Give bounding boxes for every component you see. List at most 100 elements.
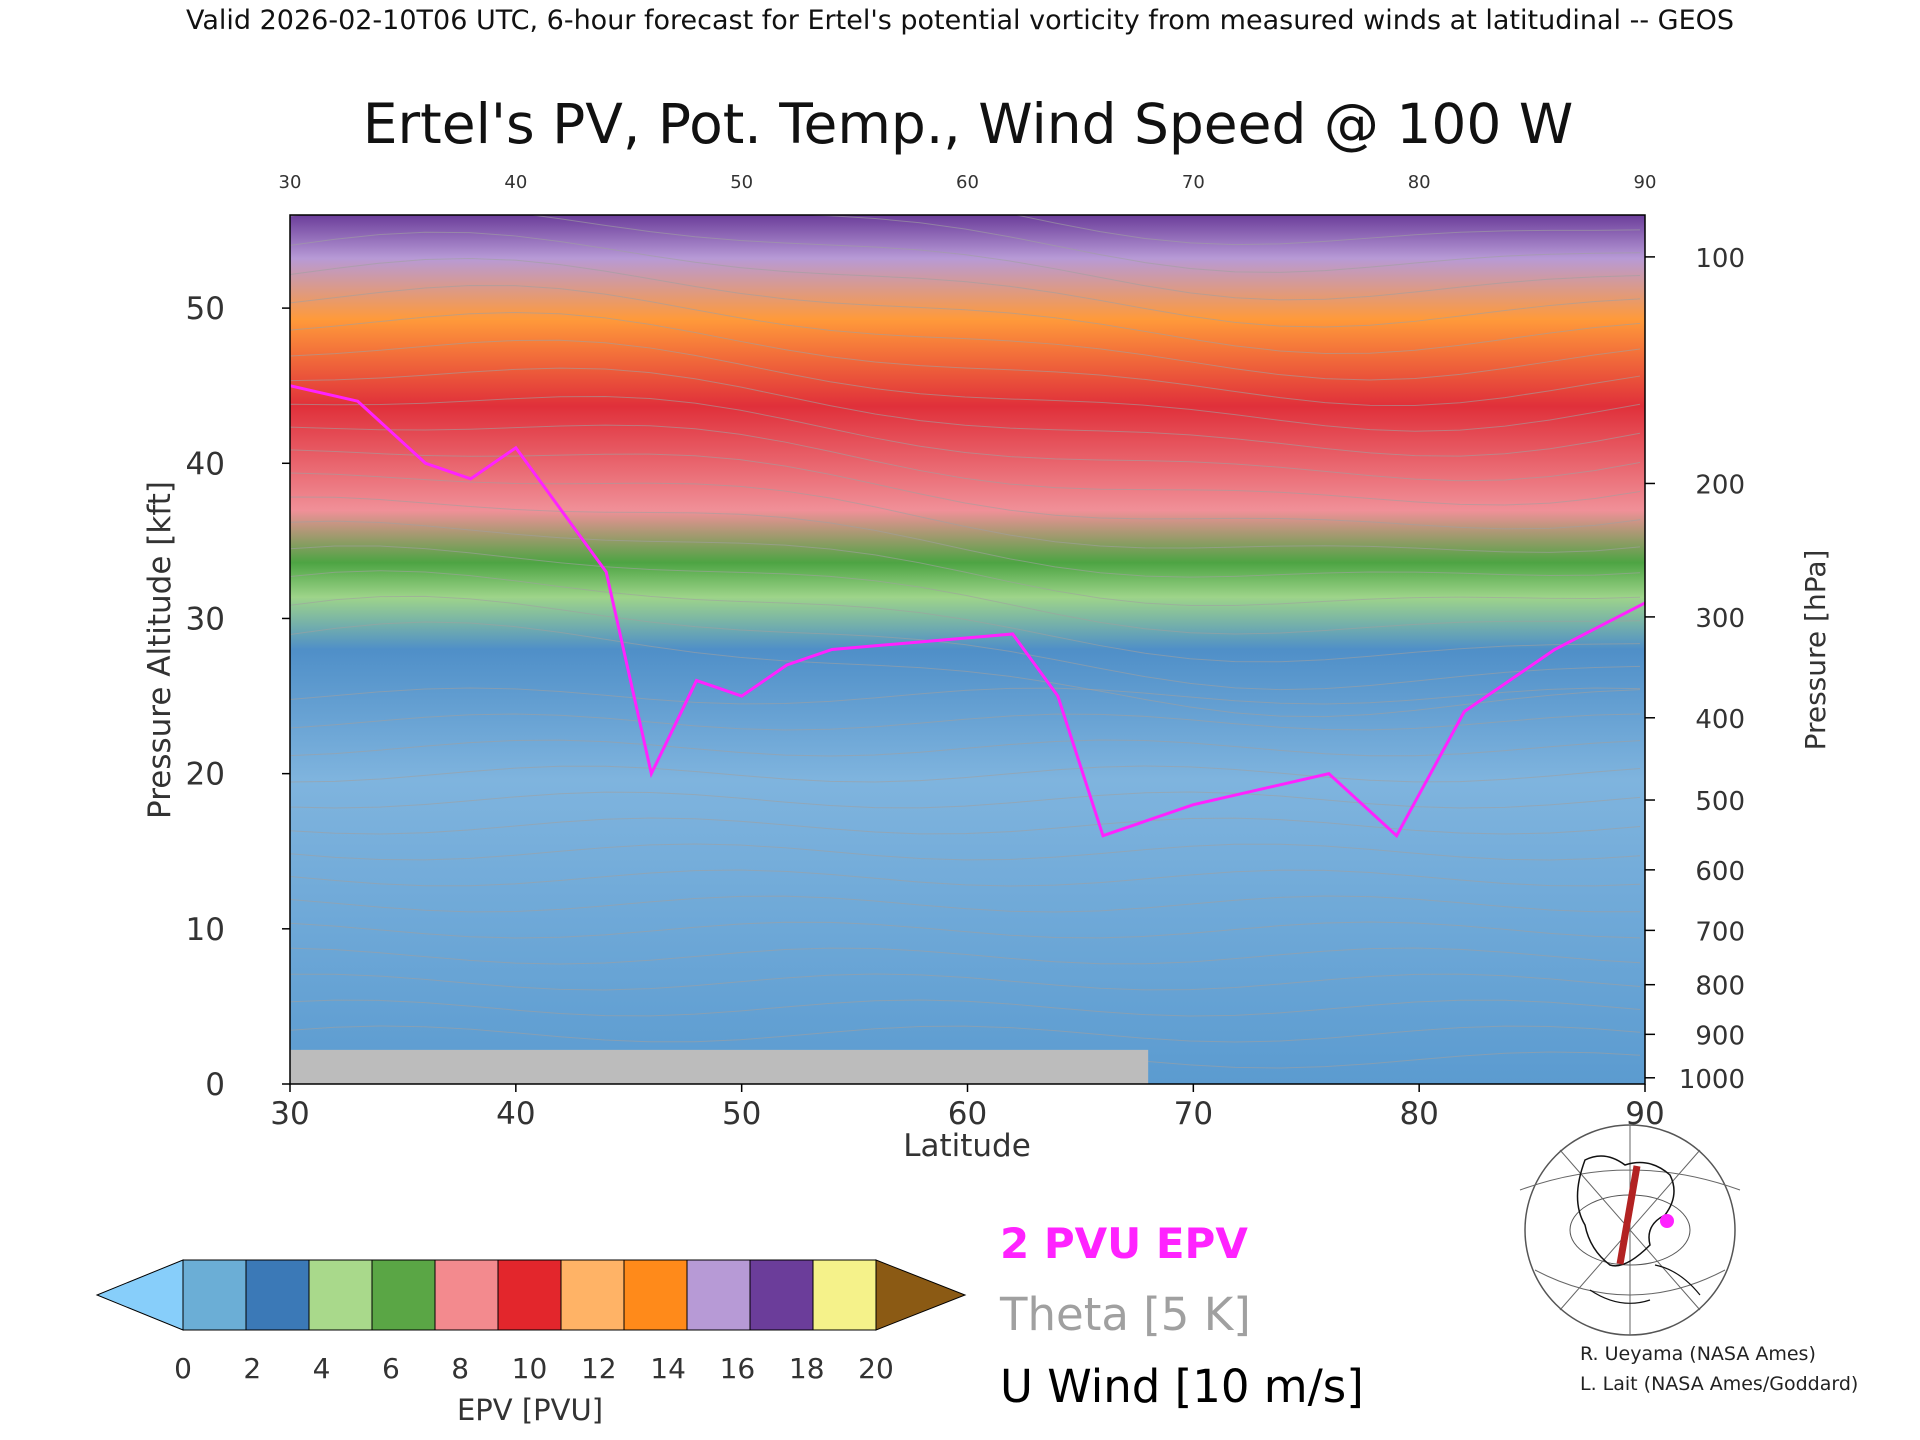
x-top-tick-label: 60 [956,172,979,193]
theta-contour [290,215,1641,273]
colorbar-bin [812,1259,877,1331]
colorbar-bin [560,1259,625,1331]
legend-epv: 2 PVU EPV [1000,1219,1248,1268]
x-top-tick-label: 80 [1408,172,1431,193]
theta-contour [290,999,1641,1017]
y-axis-label: Pressure Altitude [kft] [142,481,178,819]
y-tick-label: 0 [205,1067,225,1103]
x-top-tick-label: 90 [1634,172,1657,193]
theta-contour [290,973,1641,991]
colorbar-tick-label: 12 [581,1352,617,1385]
x-tick-label: 70 [1174,1096,1213,1132]
x-tick-label: 80 [1399,1096,1438,1132]
pressure-tick-label: 900 [1695,1021,1745,1051]
pv-field [290,215,1645,1084]
theta-contour [290,311,1641,407]
pressure-tick-label: 600 [1695,857,1745,887]
x-top-tick-label: 30 [279,172,302,193]
credit-line-2: L. Lait (NASA Ames/Goddard) [1580,1373,1858,1395]
theta-contour [290,424,1641,506]
theta-contour [290,545,1641,635]
y-tick-label: 40 [186,446,225,482]
x-top-tick-label: 70 [1182,172,1205,193]
colorbar-bin [434,1259,499,1331]
x-tick-label: 60 [948,1096,987,1132]
theta-contour [290,285,1641,381]
credit-line-1: R. Ueyama (NASA Ames) [1580,1343,1816,1365]
location-marker [1660,1214,1674,1228]
plot-area [289,214,1646,1085]
theta-contour [290,472,1641,553]
theta-contour [290,791,1641,809]
colorbar-bin [182,1259,247,1331]
theta-contour [290,449,1641,530]
colorbar-bin [308,1259,373,1331]
pressure-tick-label: 1000 [1679,1065,1745,1095]
chart-title: Ertel's PV, Pot. Temp., Wind Speed @ 100… [363,92,1573,156]
colorbar-tick-label: 14 [650,1352,686,1385]
x-tick-label: 30 [270,1096,309,1132]
colorbar-under [95,1259,184,1331]
epv-colorbar: 0 2 4 6 8 10 12 14 16 18 20 [95,1259,967,1385]
theta-contour [290,520,1641,606]
theta-contour [290,817,1641,835]
theta-contour [290,713,1641,731]
colorbar-tick-label: 8 [451,1352,469,1385]
colorbar-bin [749,1259,814,1331]
pressure-tick-label: 700 [1695,917,1745,947]
y-tick-label: 30 [186,601,225,637]
colorbar-over [875,1259,967,1331]
colorbar-tick-label: 20 [858,1352,894,1385]
y-tick-label: 50 [186,291,225,327]
theta-contour [290,396,1641,482]
colorbar-tick-label: 2 [243,1352,261,1385]
theta-contour [290,231,1641,328]
colorbar-tick-label: 18 [789,1352,825,1385]
colorbar-tick-label: 0 [174,1352,192,1385]
theta-contour [290,1025,1641,1043]
theta-contour [290,739,1641,757]
colorbar-bin [371,1259,436,1331]
colorbar-label: EPV [PVU] [457,1393,603,1427]
colorbar-tick-label: 16 [720,1352,756,1385]
colorbar-tick-label: 10 [512,1352,548,1385]
colorbar-bin [623,1259,688,1331]
cross-section-line [1616,1165,1641,1265]
colorbar-bin [245,1259,310,1331]
x-top-tick-label: 40 [504,172,527,193]
legend-wind: U Wind [10 m/s] [1000,1360,1364,1413]
pressure-tick-label: 400 [1695,705,1745,735]
theta-contour [290,895,1641,913]
figure-caption: Valid 2026-02-10T06 UTC, 6-hour forecast… [186,5,1734,36]
epv-2pvu-line [290,384,1645,839]
x-tick-label: 50 [722,1096,761,1132]
terrain [290,1049,1149,1084]
pressure-tick-label: 500 [1695,787,1745,817]
theta-contour [290,947,1641,965]
theta-contour [290,339,1641,432]
legend-theta: Theta [5 K] [999,1288,1251,1341]
theta-contour [290,687,1641,705]
theta-contour [290,257,1641,355]
pressure-tick-label: 200 [1695,470,1745,500]
theta-contour [1014,215,1641,246]
theta-contour [290,367,1641,457]
y-tick-label: 10 [186,912,225,948]
theta-contour [290,496,1641,578]
theta-contour [290,570,1641,663]
colorbar-bin [497,1259,562,1331]
colorbar-tick-label: 4 [313,1352,331,1385]
locator-map [1519,1124,1741,1336]
x-axis-label: Latitude [903,1128,1031,1164]
pressure-tick-label: 800 [1695,972,1745,1002]
x-top-tick-label: 50 [730,172,753,193]
theta-contour [290,765,1641,783]
colorbar-tick-label: 6 [382,1352,400,1385]
pressure-tick-label: 300 [1695,604,1745,634]
theta-contour [290,869,1641,887]
y-axis-right-label: Pressure [hPa] [1799,550,1832,751]
theta-contour [290,595,1641,691]
colorbar-bin [686,1259,751,1331]
x-tick-label: 40 [496,1096,535,1132]
